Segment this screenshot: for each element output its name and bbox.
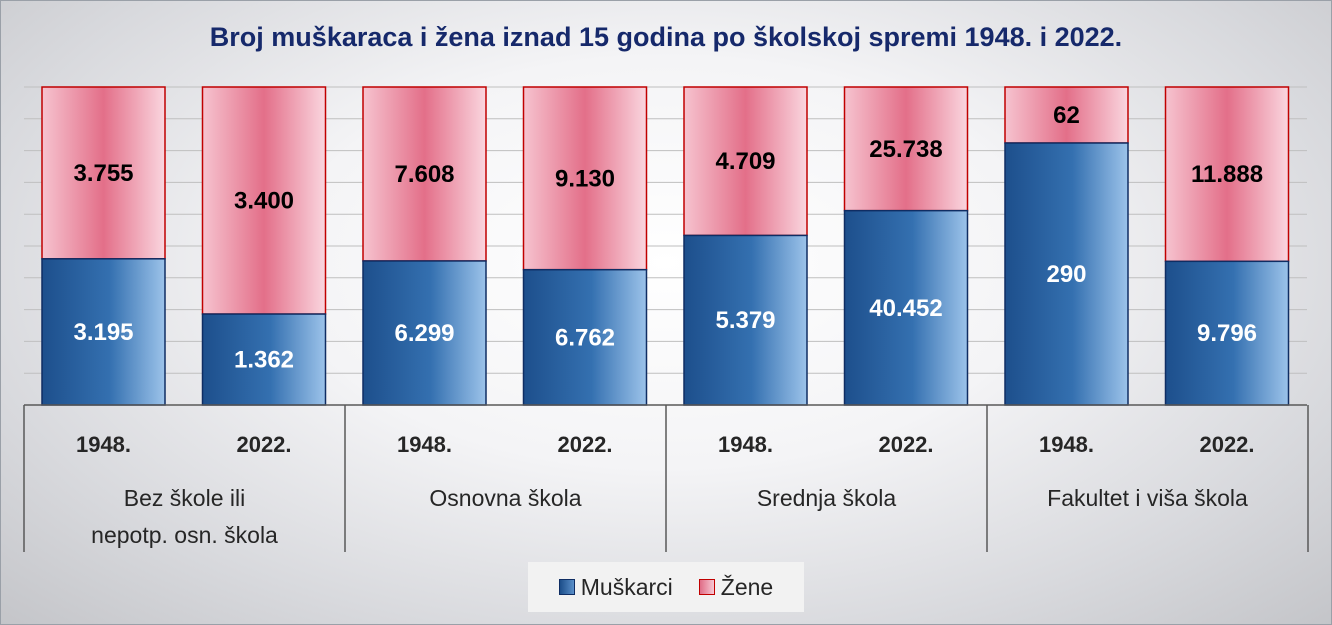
tick-label: 1948. (76, 432, 131, 457)
tick-label: 2022. (557, 432, 612, 457)
data-label-women: 3.400 (234, 188, 294, 215)
tick-label: 1948. (1039, 432, 1094, 457)
bar-men (522, 268, 648, 406)
tick-label: 1948. (397, 432, 452, 457)
group-label: Fakultet i viša škola (1047, 485, 1248, 511)
legend-swatch-women (698, 579, 715, 595)
bar-women (1164, 86, 1290, 263)
data-label-women: 3.755 (73, 160, 133, 187)
bar-women (1004, 86, 1129, 144)
chart-title: Broj muškaraca i žena iznad 15 godina po… (209, 22, 1123, 52)
legend-item-women: Žene (698, 573, 774, 601)
data-label-men: 40.452 (869, 295, 942, 322)
tick-label: 2022. (1199, 432, 1254, 457)
bar-men (683, 234, 808, 406)
data-label-men: 9.796 (1197, 320, 1257, 347)
data-label-men: 3.195 (73, 319, 133, 346)
bar-men (843, 209, 969, 406)
group-label: Osnovna škola (429, 485, 581, 511)
data-label-men: 6.762 (555, 324, 615, 351)
legend-label-women: Žene (720, 573, 774, 600)
data-label-men: 6.299 (394, 320, 454, 347)
data-label-women: 25.738 (869, 136, 942, 163)
bar-men (1164, 260, 1290, 406)
bar-men (41, 258, 166, 406)
legend: Muškarci Žene (528, 562, 804, 612)
legend-swatch-men (558, 579, 575, 595)
data-label-men: 5.379 (715, 307, 775, 334)
group-label: nepotp. osn. škola (91, 522, 278, 548)
bar-men (201, 313, 327, 406)
bar-men (362, 260, 487, 406)
data-label-men: 290 (1046, 261, 1086, 288)
group-label: Bez škole ili (124, 485, 245, 511)
category-axis: 1948. 2022. 1948. 2022. 1948. 2022. 1948. 2022.… (23, 404, 1309, 552)
bars: 3.755 3.195 3.400 1.362 7.608 6.299 9.130 6.762… (41, 86, 1290, 406)
data-label-men: 1.362 (234, 347, 294, 374)
legend-item-men: Muškarci (558, 573, 673, 601)
tick-label: 2022. (236, 432, 291, 457)
bar-women (522, 86, 648, 271)
data-label-women: 11.888 (1191, 161, 1263, 188)
tick-label: 2022. (878, 432, 933, 457)
bar-women (843, 86, 969, 212)
bar-women (362, 86, 487, 262)
data-label-women: 4.709 (715, 148, 775, 175)
data-label-women: 62 (1053, 102, 1080, 129)
data-label-women: 7.608 (394, 161, 454, 188)
group-label: Srednja škola (757, 485, 897, 511)
bar-women (683, 86, 808, 237)
data-label-women: 9.130 (555, 165, 615, 192)
bar-women (201, 86, 327, 315)
bar-men (1004, 142, 1129, 406)
bar-women (41, 86, 166, 260)
legend-label-men: Muškarci (580, 573, 673, 600)
tick-label: 1948. (718, 432, 773, 457)
